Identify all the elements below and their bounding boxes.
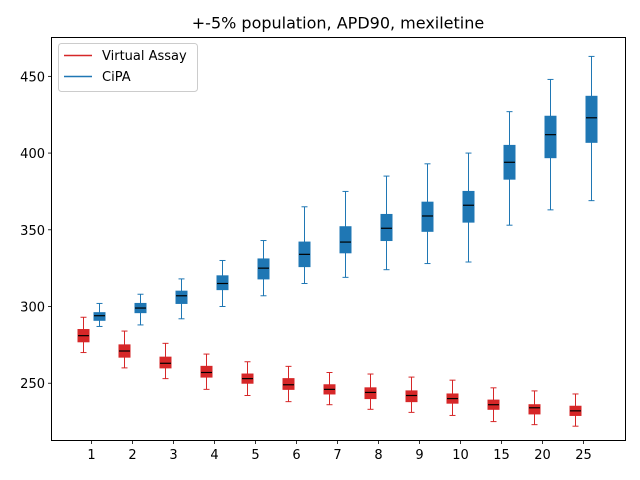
x-tick-label: 8 bbox=[374, 448, 382, 463]
cipa-box bbox=[462, 190, 475, 223]
chart-title: +-5% population, APD90, mexiletine bbox=[192, 14, 484, 33]
x-tick-label: 25 bbox=[575, 448, 592, 463]
x-tick-label: 10 bbox=[452, 448, 469, 463]
virtual-assay-box bbox=[405, 390, 418, 403]
x-tick-label: 4 bbox=[210, 448, 218, 463]
y-tick-label: 400 bbox=[20, 147, 45, 162]
cipa-box bbox=[93, 312, 106, 321]
virtual-assay-box bbox=[282, 378, 295, 390]
cipa-box bbox=[380, 213, 393, 242]
x-tick-label: 9 bbox=[415, 448, 423, 463]
cipa-box bbox=[257, 258, 270, 280]
y-tick-label: 250 bbox=[20, 377, 45, 392]
cipa-box bbox=[216, 275, 229, 291]
legend: Virtual Assay CiPA bbox=[58, 43, 198, 92]
virtual-assay-box bbox=[364, 387, 377, 400]
axes-frame bbox=[51, 37, 626, 441]
cipa-box bbox=[585, 95, 598, 143]
cipa-box bbox=[544, 115, 557, 159]
virtual-assay-box bbox=[200, 365, 213, 378]
x-tick-label: 7 bbox=[333, 448, 341, 463]
x-tick-label: 2 bbox=[128, 448, 136, 463]
virtual-assay-box bbox=[159, 356, 172, 369]
legend-label-cipa: CiPA bbox=[102, 70, 131, 85]
cipa-box bbox=[339, 226, 352, 254]
x-tick-label: 15 bbox=[493, 448, 510, 463]
y-tick-label: 350 bbox=[20, 224, 45, 239]
virtual-assay-box bbox=[528, 404, 541, 415]
legend-label-virtual-assay: Virtual Assay bbox=[102, 49, 187, 64]
x-tick-label: 5 bbox=[251, 448, 259, 463]
x-tick-label: 1 bbox=[87, 448, 95, 463]
legend-box bbox=[58, 43, 198, 92]
y-tick-label: 300 bbox=[20, 301, 45, 316]
cipa-box bbox=[175, 290, 188, 304]
x-tick-label: 6 bbox=[292, 448, 300, 463]
plot-area: 1 2 3 4 5 6 7 8 9 10 15 20 25 250 300 350 400 450 bbox=[20, 55, 598, 463]
x-tick-label: 20 bbox=[534, 448, 551, 463]
cipa-box bbox=[421, 201, 434, 232]
y-tick-label: 450 bbox=[20, 70, 45, 85]
x-tick-label: 3 bbox=[169, 448, 177, 463]
